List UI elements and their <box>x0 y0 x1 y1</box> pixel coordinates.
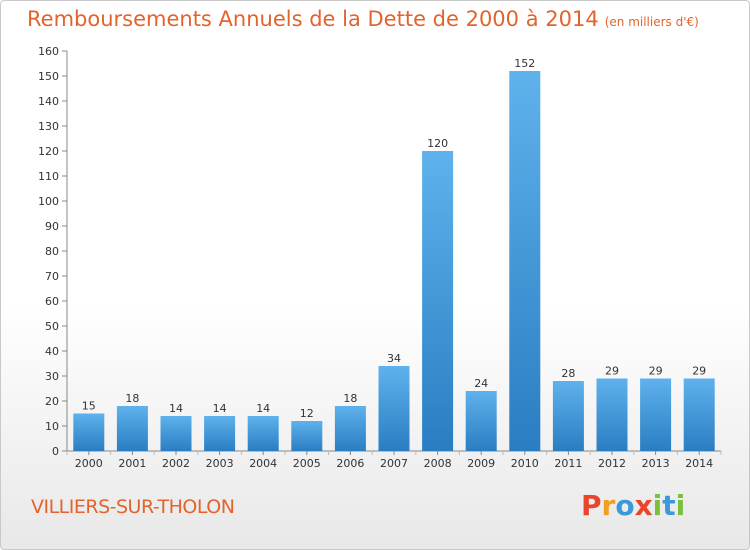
bar-value-label: 14 <box>256 402 270 415</box>
bar <box>683 378 715 451</box>
y-tick-label: 140 <box>38 95 59 108</box>
chart-title: Remboursements Annuels de la Dette de 20… <box>27 7 699 31</box>
x-tick-label: 2004 <box>249 457 277 470</box>
bar <box>378 366 410 451</box>
logo-letter: t <box>662 489 676 522</box>
bar-value-label: 28 <box>561 367 575 380</box>
x-tick-label: 2012 <box>598 457 626 470</box>
logo-letter: i <box>652 489 663 522</box>
bar <box>160 416 192 451</box>
bar <box>116 406 148 451</box>
bar <box>334 406 366 451</box>
y-tick-label: 50 <box>45 320 59 333</box>
x-tick-label: 2008 <box>424 457 452 470</box>
y-tick-label: 10 <box>45 420 59 433</box>
bar-value-label: 14 <box>213 402 227 415</box>
y-tick-label: 130 <box>38 120 59 133</box>
bar-value-label: 152 <box>514 57 535 70</box>
x-tick-label: 2000 <box>75 457 103 470</box>
y-tick-label: 80 <box>45 245 59 258</box>
bar-value-label: 29 <box>692 365 706 378</box>
y-tick-label: 110 <box>38 170 59 183</box>
commune-name: VILLIERS-SUR-THOLON <box>31 496 235 518</box>
bar <box>640 378 672 451</box>
y-tick-label: 20 <box>45 395 59 408</box>
bar-value-label: 29 <box>605 365 619 378</box>
bar-value-label: 29 <box>649 365 663 378</box>
bar-value-label: 15 <box>82 400 96 413</box>
y-tick-label: 150 <box>38 70 59 83</box>
x-tick-label: 2003 <box>206 457 234 470</box>
y-tick-label: 120 <box>38 145 59 158</box>
bar-value-label: 24 <box>474 377 488 390</box>
logo-letter: P <box>581 489 602 522</box>
y-tick-label: 160 <box>38 45 59 58</box>
bar <box>204 416 236 451</box>
y-tick-label: 90 <box>45 220 59 233</box>
logo-letter: o <box>615 489 635 522</box>
bar <box>509 71 541 451</box>
chart-title-text: Remboursements Annuels de la Dette de 20… <box>27 7 599 31</box>
bar-value-label: 120 <box>427 137 448 150</box>
bar-value-label: 18 <box>125 392 139 405</box>
bar-value-label: 34 <box>387 352 401 365</box>
x-tick-label: 2005 <box>293 457 321 470</box>
x-tick-label: 2009 <box>467 457 495 470</box>
bar-value-label: 12 <box>300 407 314 420</box>
y-tick-label: 0 <box>52 445 59 458</box>
bar <box>291 421 323 451</box>
x-tick-label: 2006 <box>336 457 364 470</box>
y-tick-label: 70 <box>45 270 59 283</box>
x-tick-label: 2014 <box>685 457 713 470</box>
bar <box>552 381 584 451</box>
y-tick-label: 30 <box>45 370 59 383</box>
logo-letter: x <box>634 489 653 522</box>
logo-letter: r <box>601 489 616 522</box>
y-tick-label: 60 <box>45 295 59 308</box>
chart-unit: (en milliers d'€) <box>604 15 699 29</box>
bar <box>73 413 105 451</box>
y-tick-label: 100 <box>38 195 59 208</box>
y-tick-label: 40 <box>45 345 59 358</box>
bar <box>422 151 454 451</box>
x-tick-label: 2001 <box>118 457 146 470</box>
logo-letter: i <box>675 489 686 522</box>
x-tick-label: 2013 <box>642 457 670 470</box>
x-tick-label: 2002 <box>162 457 190 470</box>
x-tick-label: 2010 <box>511 457 539 470</box>
proxiti-logo: Proxiti <box>581 489 685 522</box>
x-tick-label: 2011 <box>554 457 582 470</box>
x-tick-label: 2007 <box>380 457 408 470</box>
bar-value-label: 14 <box>169 402 183 415</box>
bar-value-label: 18 <box>343 392 357 405</box>
bar <box>247 416 279 451</box>
bar <box>596 378 628 451</box>
bar <box>465 391 497 451</box>
